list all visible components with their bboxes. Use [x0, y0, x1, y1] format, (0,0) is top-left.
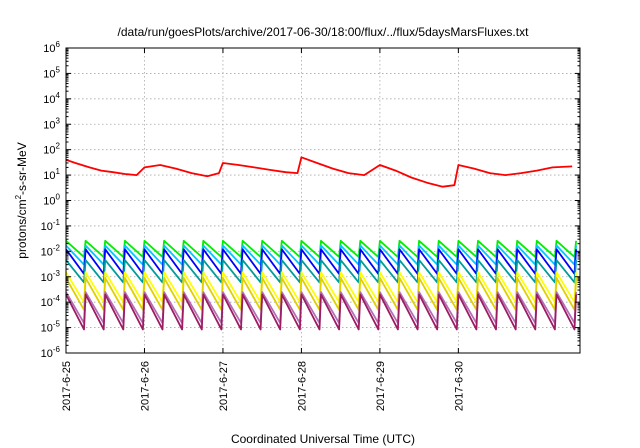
- y-tick-label: 106: [43, 40, 60, 55]
- axes: 10-6 10-5 10-4 10-3 10-2 10-1 100 101 102 103 104 1…: [41, 40, 580, 411]
- y-tick-label: 105: [43, 65, 60, 80]
- x-tick-label: 2017-6-25: [61, 361, 73, 411]
- y-tick-label: 10-1: [41, 218, 61, 233]
- x-tick-label: 2017-6-30: [453, 361, 465, 411]
- y-tick-label: 10-2: [41, 243, 61, 258]
- y-tick-label: 102: [43, 142, 60, 157]
- y-tick-label: 103: [43, 116, 60, 131]
- y-tick-label: 10-4: [41, 294, 61, 309]
- y-tick-label: 100: [43, 193, 60, 208]
- y-tick-label: 10-5: [41, 320, 61, 335]
- x-axis-label: Coordinated Universal Time (UTC): [231, 432, 415, 446]
- chart-title: /data/run/goesPlots/archive/2017-06-30/1…: [118, 25, 530, 39]
- y-tick-label: 101: [43, 167, 60, 182]
- plot-frame: [65, 47, 581, 354]
- y-axis-label: protons/cm2-s-sr-MeV: [14, 142, 29, 258]
- series-line-1: [65, 156, 573, 188]
- y-tick-label: 10-6: [41, 345, 61, 360]
- x-tick-label: 2017-6-28: [296, 361, 308, 411]
- series-line-5: [65, 259, 577, 284]
- data-series: [65, 156, 577, 331]
- series-line-9: [65, 293, 577, 331]
- y-tick-label: 10-3: [41, 269, 61, 284]
- x-tick-label: 2017-6-29: [375, 361, 387, 411]
- x-tick-label: 2017-6-26: [139, 361, 151, 411]
- x-tick-label: 2017-6-27: [218, 361, 230, 411]
- y-tick-label: 104: [43, 91, 60, 106]
